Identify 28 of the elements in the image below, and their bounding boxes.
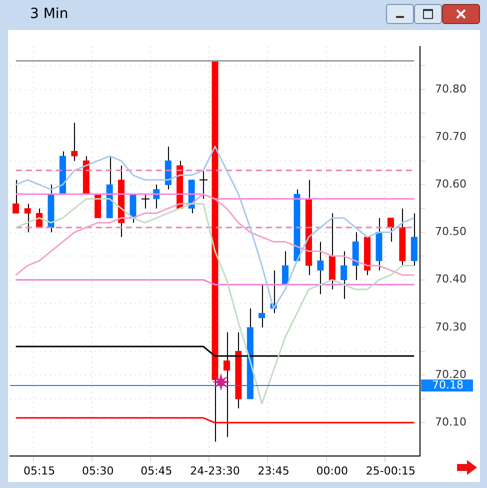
y-tick-label: 70.10 <box>435 416 466 429</box>
candlestick <box>130 194 136 224</box>
y-tick-label: 70.20 <box>435 368 466 381</box>
candlestick <box>410 212 418 266</box>
candlestick <box>328 212 336 290</box>
candlestick <box>71 122 78 162</box>
ref-line-label: 70.18 <box>432 378 464 392</box>
candlestick <box>317 241 324 295</box>
x-tick-label: 00:00 <box>316 464 348 478</box>
y-tick-label: 70.40 <box>435 272 466 286</box>
candlestick <box>12 179 20 214</box>
x-tick-label: 23:45 <box>258 464 290 478</box>
x-tick-label: 05:45 <box>140 464 172 478</box>
y-tick-label: 70.70 <box>435 130 466 143</box>
candlestick <box>340 250 348 300</box>
x-tick-label: 05:30 <box>82 464 114 478</box>
y-tick-label: 70.50 <box>435 225 466 238</box>
x-tick-label: 25-00:15 <box>366 464 416 478</box>
candlestick <box>282 250 289 286</box>
y-tick-label: 70.60 <box>435 178 466 191</box>
candlestick <box>24 203 31 233</box>
candlestick <box>258 284 266 328</box>
candlestick <box>352 232 359 280</box>
chart-title: 3 Min <box>30 6 68 22</box>
y-tick-label: 70.30 <box>435 320 466 334</box>
x-tick-label: 05:15 <box>23 464 56 478</box>
y-tick-label: 70.80 <box>435 82 466 96</box>
x-tick-label: 24-23:30 <box>190 464 240 478</box>
